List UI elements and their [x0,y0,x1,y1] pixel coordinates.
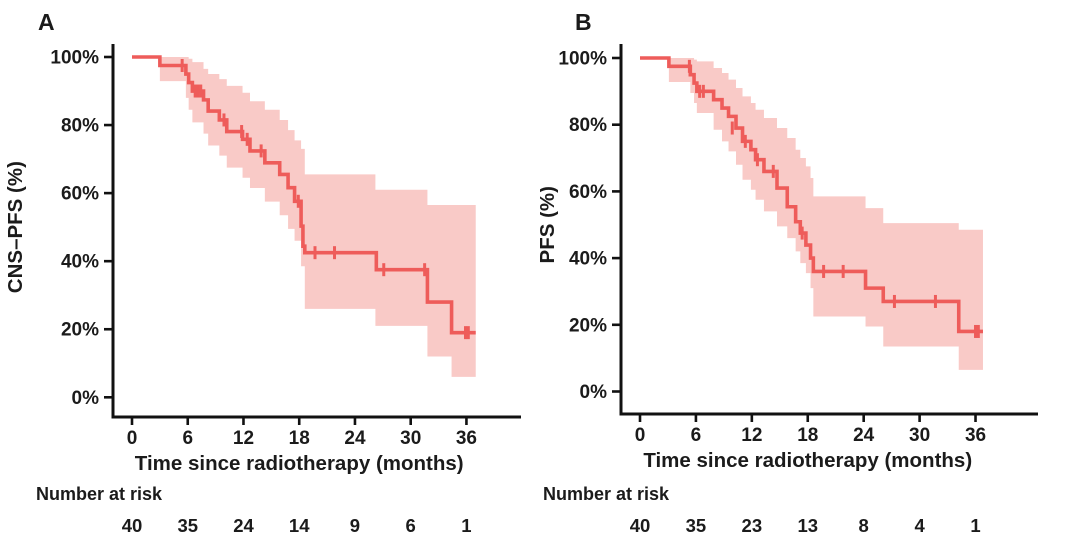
risk-value: 40 [630,515,651,536]
y-tick-label: 100% [558,49,607,70]
panel-A: 0 6 12 18 24 30 36 0% 20% 40% 60% 80% 100% A Time sinc… [4,9,521,536]
y-tick-label: 100% [50,48,99,69]
x-tick-label: 36 [456,428,477,449]
x-axis-title: Time since radiotherapy (months) [135,452,464,475]
y-tick-label: 40% [61,252,99,273]
y-tick-label: 40% [569,249,607,270]
risk-value: 1 [461,515,471,536]
x-tick-label: 24 [853,425,875,446]
confidence-band [159,57,476,377]
risk-value: 23 [742,515,763,536]
panel-B: 0 6 12 18 24 30 36 0% 20% 40% 60% 80% 100% B Time sinc… [540,0,1080,551]
risk-value: 35 [177,515,198,536]
km-chart-A: 0 6 12 18 24 30 36 0% 20% 40% 60% 80% 100% A Time sinc… [4,9,521,536]
risk-value: 13 [797,515,818,536]
confidence-band [668,58,983,370]
y-tick-label: 80% [569,115,607,136]
y-tick-label: 0% [580,382,608,403]
y-axis-title: CNS–PFS (%) [4,161,27,293]
x-tick-label: 30 [400,428,421,449]
x-tick-label: 0 [127,428,138,449]
km-curve [640,56,983,334]
risk-table-label: Number at risk [36,484,163,504]
risk-value: 40 [122,515,143,536]
panel-label: A [38,9,55,35]
y-tick-label: 0% [72,388,100,409]
y-tick-label: 60% [569,182,607,203]
risk-value: 24 [233,515,254,536]
x-tick-label: 12 [233,428,254,449]
y-tick-label: 20% [569,315,607,336]
x-tick-label: 6 [182,428,193,449]
x-tick-label: 30 [909,425,930,446]
risk-value: 8 [859,515,869,536]
risk-value: 6 [406,515,416,536]
x-tick-label: 0 [635,425,646,446]
x-axis-title: Time since radiotherapy (months) [643,449,972,472]
risk-value: 14 [289,515,310,536]
panel-label: B [575,9,592,35]
km-curve [132,55,476,335]
x-tick-label: 18 [289,428,310,449]
y-tick-label: 80% [61,116,99,137]
x-tick-label: 24 [344,428,366,449]
risk-value: 9 [350,515,360,536]
x-tick-label: 18 [797,425,818,446]
x-tick-label: 6 [691,425,702,446]
risk-table-label: Number at risk [543,484,670,504]
x-tick-label: 12 [741,425,762,446]
x-tick-label: 36 [965,425,986,446]
y-tick-label: 60% [61,184,99,205]
y-axis-title: PFS (%) [540,186,559,263]
y-tick-label: 20% [61,320,99,341]
risk-value: 35 [686,515,707,536]
risk-value: 1 [970,515,980,536]
risk-value: 4 [914,515,925,536]
